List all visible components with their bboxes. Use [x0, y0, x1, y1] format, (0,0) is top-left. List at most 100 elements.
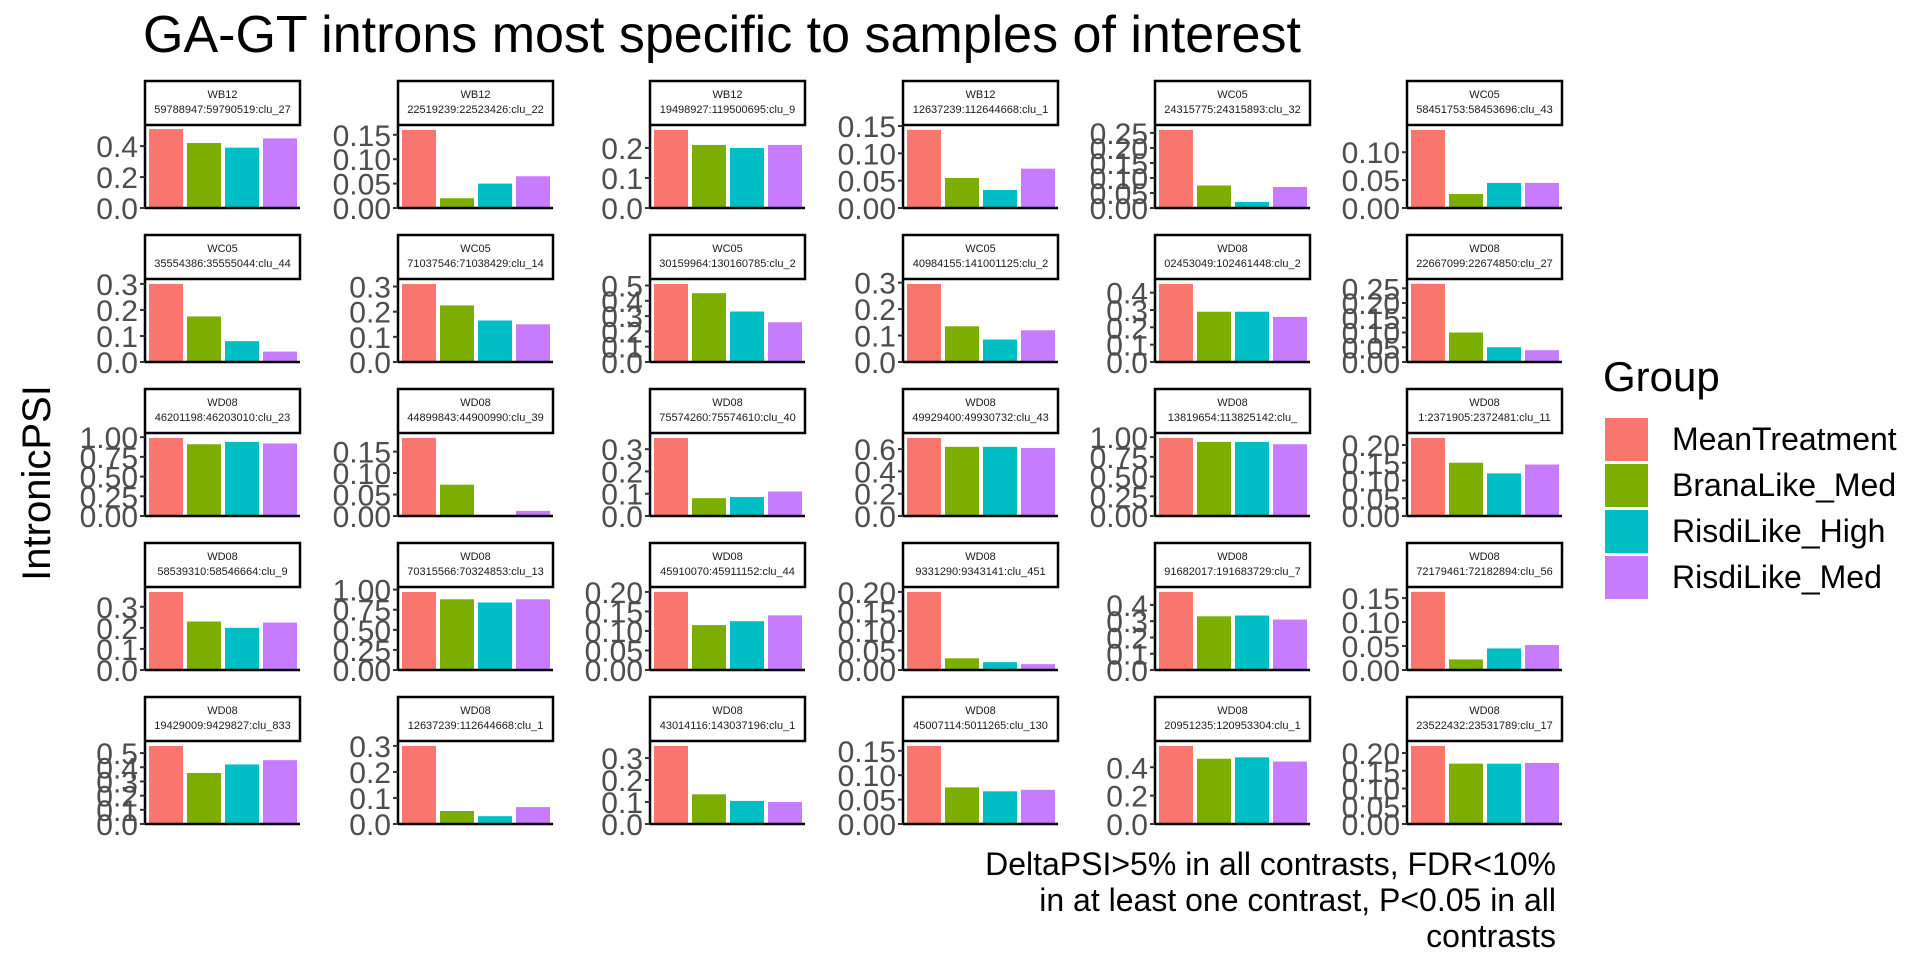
- y-tick-label: 0.00: [1342, 193, 1400, 226]
- bar: [516, 324, 550, 362]
- strip-label-sample: WD08: [1217, 551, 1248, 563]
- facet-panel: WB12 19498927:119500695:clu_9 0.00.10.2: [601, 79, 807, 226]
- bar: [983, 791, 1017, 824]
- strip-box: [1405, 695, 1564, 743]
- bar: [654, 591, 688, 670]
- bar: [187, 444, 221, 516]
- y-tick-label: 0.0: [601, 193, 643, 226]
- strip-label-sample: WD08: [1217, 705, 1248, 717]
- strip-box: [1153, 79, 1312, 127]
- bar: [907, 129, 941, 208]
- bar: [1197, 758, 1231, 824]
- y-tick-label: 0.25: [80, 481, 138, 514]
- bar: [187, 316, 221, 362]
- strip-label-sample: WD08: [207, 397, 238, 409]
- bar: [149, 745, 183, 824]
- caption: DeltaPSI>5% in all contrasts, FDR<10% in…: [985, 846, 1556, 954]
- y-tick-label: 0.2: [601, 456, 643, 489]
- y-tick-label: 0.15: [585, 596, 643, 629]
- y-tick-label: 0.20: [1342, 738, 1400, 771]
- y-tick-label: 0.4: [1106, 590, 1148, 623]
- y-tick-label: 0.3: [854, 268, 896, 301]
- bar: [907, 745, 941, 824]
- y-tick-label: 0.1: [349, 322, 391, 355]
- y-tick-label: 0.20: [1342, 430, 1400, 463]
- legend-label: BranaLike_Med: [1672, 467, 1896, 503]
- bar: [907, 591, 941, 670]
- y-tick-label: 0.10: [585, 616, 643, 649]
- strip-label-sample: WD08: [1469, 397, 1500, 409]
- strip-box: [901, 541, 1060, 589]
- y-tick-label: 0.2: [1106, 312, 1148, 345]
- bar: [516, 599, 550, 670]
- bar: [1021, 447, 1055, 516]
- y-tick-label: 0.3: [601, 743, 643, 776]
- strip-box: [396, 695, 555, 743]
- y-tick-label: 0.15: [1090, 148, 1148, 181]
- facet-panel: WB12 12637239:112644668:clu_1 0.000.050.10…: [838, 79, 1060, 226]
- y-tick-label: 0.05: [1342, 791, 1400, 824]
- strip-label-intron: 30159964:130160785:clu_2: [659, 258, 795, 270]
- strip-box: [143, 695, 302, 743]
- bar: [692, 625, 726, 670]
- y-tick-label: 0.3: [96, 592, 138, 625]
- caption-line-2: in at least one contrast, P<0.05 in all: [1039, 882, 1556, 918]
- bar: [1411, 437, 1445, 516]
- strip-box: [901, 233, 1060, 281]
- strip-label-sample: WC05: [712, 243, 743, 255]
- y-tick-label: 0.4: [96, 752, 138, 785]
- facet-panel: WD08 13819654:113825142:clu_ 0.000.250.500…: [1090, 387, 1312, 534]
- strip-label-intron: 22667099:22674850:clu_27: [1416, 258, 1552, 270]
- bar: [1411, 591, 1445, 670]
- bar: [440, 810, 474, 824]
- bar: [478, 602, 512, 670]
- strip-label-intron: 19429009:9429827:clu_833: [154, 720, 290, 732]
- bar: [945, 177, 979, 208]
- strip-label-sample: WD08: [460, 397, 491, 409]
- strip-label-intron: 91682017:191683729:clu_7: [1164, 566, 1300, 578]
- y-tick-label: 0.1: [96, 321, 138, 354]
- y-tick-label: 0.2: [601, 133, 643, 166]
- y-tick-label: 0.20: [1090, 133, 1148, 166]
- bar: [692, 794, 726, 824]
- bar: [1235, 615, 1269, 670]
- y-tick-label: 0.05: [838, 785, 896, 818]
- y-tick-label: 0.00: [838, 809, 896, 842]
- y-tick-label: 0.20: [585, 577, 643, 610]
- bar: [225, 764, 259, 824]
- bar: [187, 621, 221, 670]
- bar: [945, 446, 979, 516]
- facet-panel: WD08 43014116:143037196:clu_1 0.00.10.20.3: [601, 695, 807, 842]
- strip-label-sample: WD08: [1469, 551, 1500, 563]
- facet-panel: WD08 1:2371905:2372481:clu_11 0.000.050.10…: [1342, 387, 1564, 534]
- y-tick-label: 0.2: [96, 613, 138, 646]
- strip-box: [1153, 695, 1312, 743]
- strip-label-intron: 70315566:70324853:clu_13: [407, 566, 543, 578]
- strip-label-intron: 12637239:112644668:clu_1: [913, 104, 1049, 116]
- y-tick-label: 0.25: [1342, 273, 1400, 306]
- bar: [149, 437, 183, 516]
- y-tick-label: 0.0: [601, 347, 643, 380]
- facet-panel: WC05 58451753:58453696:clu_43 0.000.050.10: [1342, 79, 1564, 226]
- bar: [440, 198, 474, 208]
- y-tick-label: 0.05: [1342, 332, 1400, 365]
- bar: [1487, 473, 1521, 516]
- y-tick-label: 0.2: [96, 162, 138, 195]
- bar: [263, 760, 297, 824]
- strip-label-intron: 1:2371905:2372481:clu_11: [1418, 412, 1551, 424]
- y-tick-label: 0.10: [1342, 318, 1400, 351]
- y-tick-label: 0.1: [349, 783, 391, 816]
- y-tick-label: 0.0: [1106, 347, 1148, 380]
- facet-panel: WC05 40984155:141001125:clu_2 0.00.10.20.3: [854, 233, 1060, 380]
- bar: [1273, 444, 1307, 516]
- legend-label: RisdiLike_Med: [1672, 559, 1882, 595]
- y-tick-label: 0.15: [1342, 448, 1400, 481]
- bar: [263, 622, 297, 670]
- y-tick-label: 0.15: [838, 596, 896, 629]
- y-tick-label: 0.0: [96, 347, 138, 380]
- y-tick-label: 0.3: [601, 301, 643, 334]
- y-tick-label: 0.10: [1342, 137, 1400, 170]
- facet-panel: WD08 23522432:23531789:clu_17 0.000.050.10…: [1342, 695, 1564, 842]
- bar: [402, 592, 436, 670]
- bar: [654, 283, 688, 362]
